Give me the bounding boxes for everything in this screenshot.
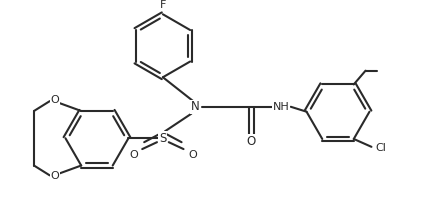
Text: O: O <box>129 150 138 160</box>
Text: NH: NH <box>272 102 289 112</box>
Text: Cl: Cl <box>376 143 387 153</box>
Text: O: O <box>50 171 59 181</box>
Text: O: O <box>188 150 197 160</box>
Text: N: N <box>191 100 200 113</box>
Text: S: S <box>159 132 167 145</box>
Text: O: O <box>50 95 59 105</box>
Text: O: O <box>247 135 256 148</box>
Text: F: F <box>160 0 166 11</box>
